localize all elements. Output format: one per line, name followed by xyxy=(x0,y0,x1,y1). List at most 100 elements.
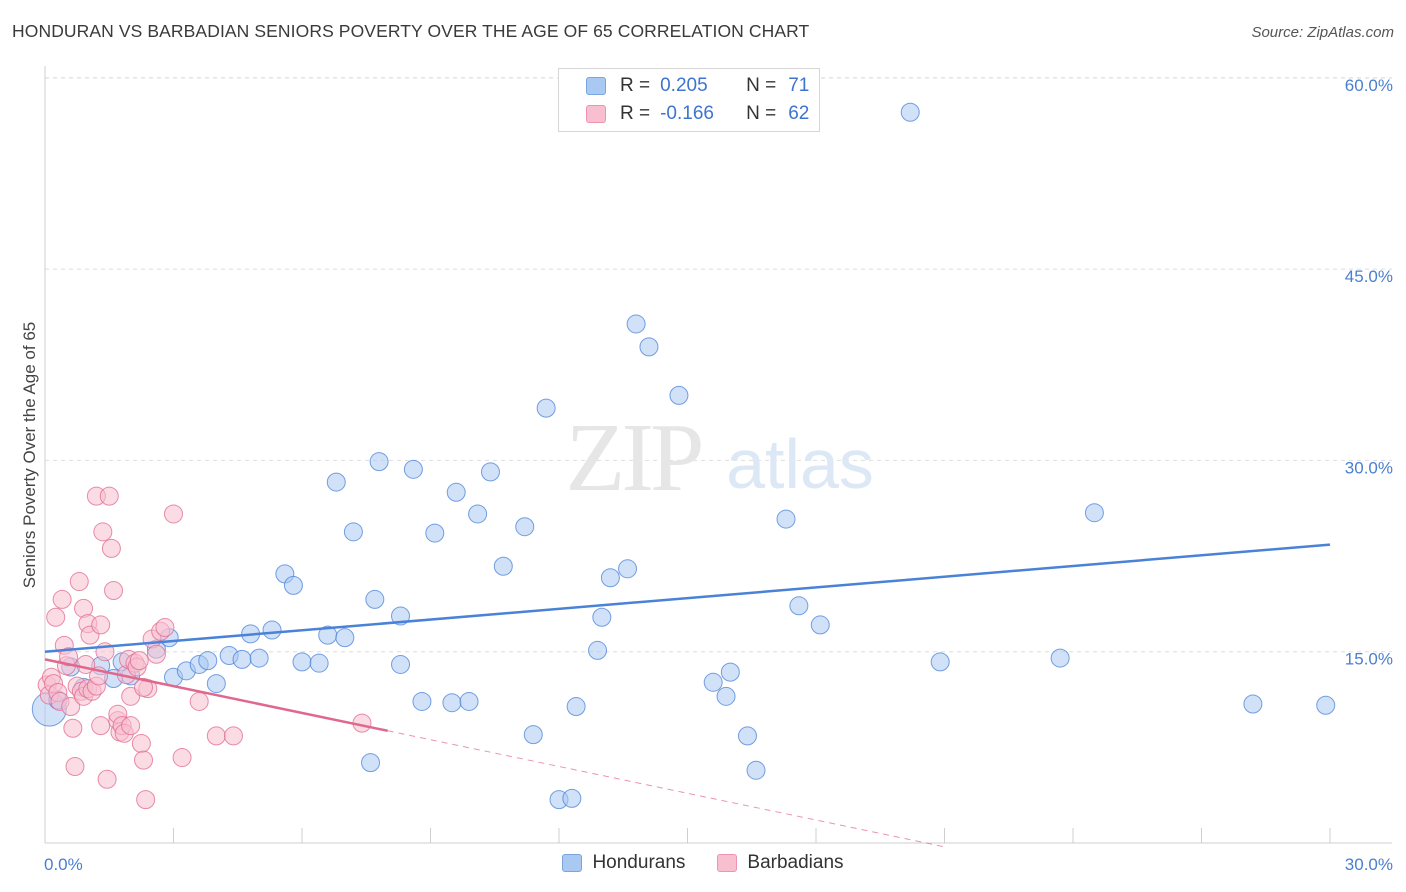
data-point-hondurans xyxy=(523,725,543,745)
data-point-hondurans xyxy=(1084,503,1104,523)
trend-line-hondurans xyxy=(44,543,1331,653)
data-point-hondurans xyxy=(810,615,830,635)
data-point-barbadians xyxy=(134,750,154,770)
data-point-hondurans xyxy=(746,760,766,780)
legend-r-label: R = xyxy=(620,103,651,124)
data-point-hondurans xyxy=(639,337,659,357)
data-point-hondurans xyxy=(789,596,809,616)
data-point-hondurans xyxy=(562,788,582,808)
series-legend-barbadians: Barbadians xyxy=(717,852,844,874)
x-tick-label: 30.0% xyxy=(1345,855,1393,874)
legend-r-value: 0.205 xyxy=(660,75,708,96)
data-point-hondurans xyxy=(206,674,226,694)
grid-lines xyxy=(45,77,1392,653)
data-point-hondurans xyxy=(900,102,920,122)
data-point-barbadians xyxy=(146,644,166,664)
data-point-hondurans xyxy=(515,517,535,537)
x-tick-label: 0.0% xyxy=(44,855,83,874)
legend-n-label: N = xyxy=(746,103,777,124)
data-point-barbadians xyxy=(61,697,81,717)
data-point-barbadians xyxy=(59,647,79,667)
data-point-hondurans xyxy=(592,607,612,627)
legend-swatch-barbadians xyxy=(586,105,606,123)
data-point-barbadians xyxy=(46,607,66,627)
data-point-hondurans xyxy=(720,662,740,682)
y-tick-label: 60.0% xyxy=(1345,76,1393,95)
data-point-hondurans xyxy=(459,691,479,711)
data-point-hondurans xyxy=(716,686,736,706)
series-barbadians xyxy=(37,486,372,810)
series-label-barbadians: Barbadians xyxy=(747,852,844,873)
chart-title: HONDURAN VS BARBADIAN SENIORS POVERTY OV… xyxy=(12,21,810,41)
trend-extension-barbadians xyxy=(387,730,945,848)
data-point-hondurans xyxy=(309,653,329,673)
data-point-barbadians xyxy=(91,615,111,635)
legend-r-label: R = xyxy=(620,75,651,96)
data-point-barbadians xyxy=(223,726,243,746)
y-tick-labels: 15.0% 30.0% 45.0% 60.0% xyxy=(1345,76,1393,669)
data-point-barbadians xyxy=(91,716,111,736)
data-point-barbadians xyxy=(134,677,154,697)
data-point-barbadians xyxy=(69,572,89,592)
data-point-hondurans xyxy=(566,697,586,717)
series-swatch-barbadians xyxy=(717,854,738,872)
data-point-hondurans xyxy=(588,640,608,660)
data-point-hondurans xyxy=(1050,648,1070,668)
data-point-hondurans xyxy=(446,482,466,502)
series-legend-hondurans: Hondurans xyxy=(562,852,685,874)
watermark: ZIP atlas xyxy=(566,404,874,512)
data-point-barbadians xyxy=(206,726,226,746)
data-point-barbadians xyxy=(52,589,72,609)
data-point-hondurans xyxy=(536,398,556,418)
data-point-barbadians xyxy=(97,769,117,789)
legend-n-value: 62 xyxy=(788,103,810,124)
data-point-hondurans xyxy=(737,726,757,746)
data-point-hondurans xyxy=(1316,695,1336,715)
legend-row-hondurans: R = 0.205 N = 71 xyxy=(559,72,809,100)
data-point-barbadians xyxy=(131,734,151,754)
data-point-barbadians xyxy=(136,790,156,810)
data-point-barbadians xyxy=(189,691,209,711)
y-tick-label: 15.0% xyxy=(1345,650,1393,669)
series-swatch-hondurans xyxy=(562,854,583,872)
data-point-barbadians xyxy=(99,486,119,506)
source-label: Source: ZipAtlas.com xyxy=(1251,24,1394,41)
data-point-hondurans xyxy=(626,314,646,334)
legend-r-value: -0.166 xyxy=(660,103,714,124)
y-tick-label: 45.0% xyxy=(1345,267,1393,286)
watermark-zip: ZIP xyxy=(566,404,701,512)
data-point-hondurans xyxy=(618,559,638,579)
data-point-barbadians xyxy=(121,716,141,736)
data-point-hondurans xyxy=(198,651,218,671)
data-point-hondurans xyxy=(403,459,423,479)
legend-n-label: N = xyxy=(746,75,777,96)
data-point-barbadians xyxy=(65,756,85,776)
data-point-barbadians xyxy=(164,504,183,524)
series-legend: Hondurans Barbadians xyxy=(0,852,1406,874)
data-point-hondurans xyxy=(425,523,445,543)
data-point-hondurans xyxy=(442,693,462,713)
data-point-hondurans xyxy=(232,649,252,669)
data-point-hondurans xyxy=(292,652,312,672)
data-point-hondurans xyxy=(669,385,689,405)
trend-line-barbadians xyxy=(44,658,388,732)
data-point-hondurans xyxy=(365,589,385,609)
data-point-hondurans xyxy=(262,620,282,640)
axes xyxy=(44,66,1392,844)
legend-n-value: 71 xyxy=(788,75,810,96)
data-points xyxy=(31,102,1336,810)
data-point-hondurans xyxy=(391,654,411,674)
y-tick-label: 30.0% xyxy=(1345,458,1393,477)
data-point-barbadians xyxy=(63,718,83,738)
trend-lines xyxy=(44,543,1331,848)
data-point-hondurans xyxy=(283,575,303,595)
watermark-atlas: atlas xyxy=(726,425,874,503)
correlation-legend: R = 0.205 N = 71 R = -0.166 N = 62 xyxy=(558,68,820,132)
data-point-hondurans xyxy=(343,522,363,542)
data-point-barbadians xyxy=(76,654,96,674)
data-point-hondurans xyxy=(249,648,269,668)
legend-row-barbadians: R = -0.166 N = 62 xyxy=(559,100,809,128)
data-point-hondurans xyxy=(468,504,488,524)
data-point-hondurans xyxy=(1243,694,1263,714)
